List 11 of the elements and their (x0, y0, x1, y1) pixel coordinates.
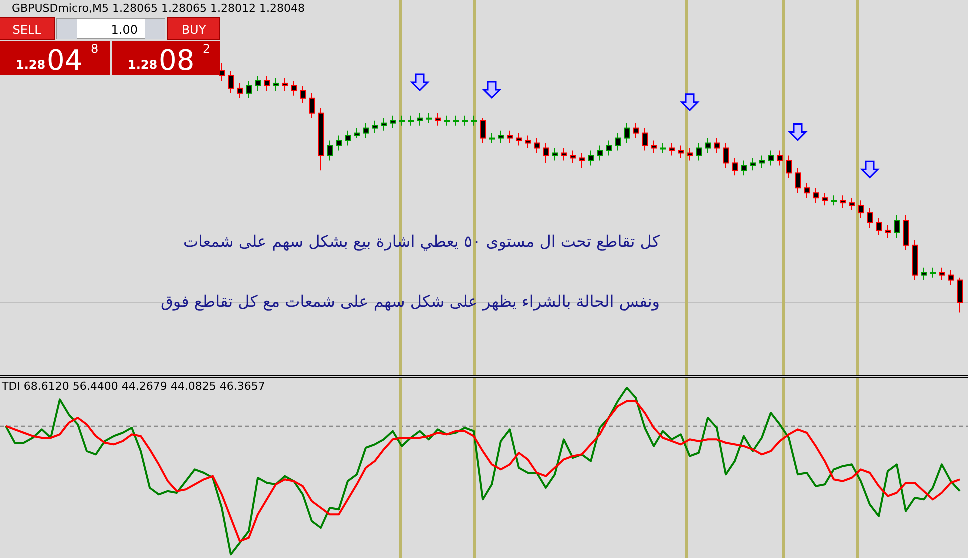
text: 1.00 (111, 23, 138, 37)
annotation: 1.28 (16, 58, 46, 72)
text: 8 (91, 42, 99, 56)
text: SELL (12, 23, 42, 37)
annotation: 04 (47, 44, 83, 77)
chart-title: GBPUSDmicro,M5 1.28065 1.28065 1.28012 1.28048 (12, 2, 305, 15)
text: 2 (203, 42, 211, 56)
annotation: 08 (159, 44, 195, 77)
annotation: 1.28 (128, 58, 158, 72)
chart-title: TDI 68.6120 56.4400 44.2679 44.0825 46.3657 (1, 380, 266, 393)
text: BUY (182, 23, 206, 37)
